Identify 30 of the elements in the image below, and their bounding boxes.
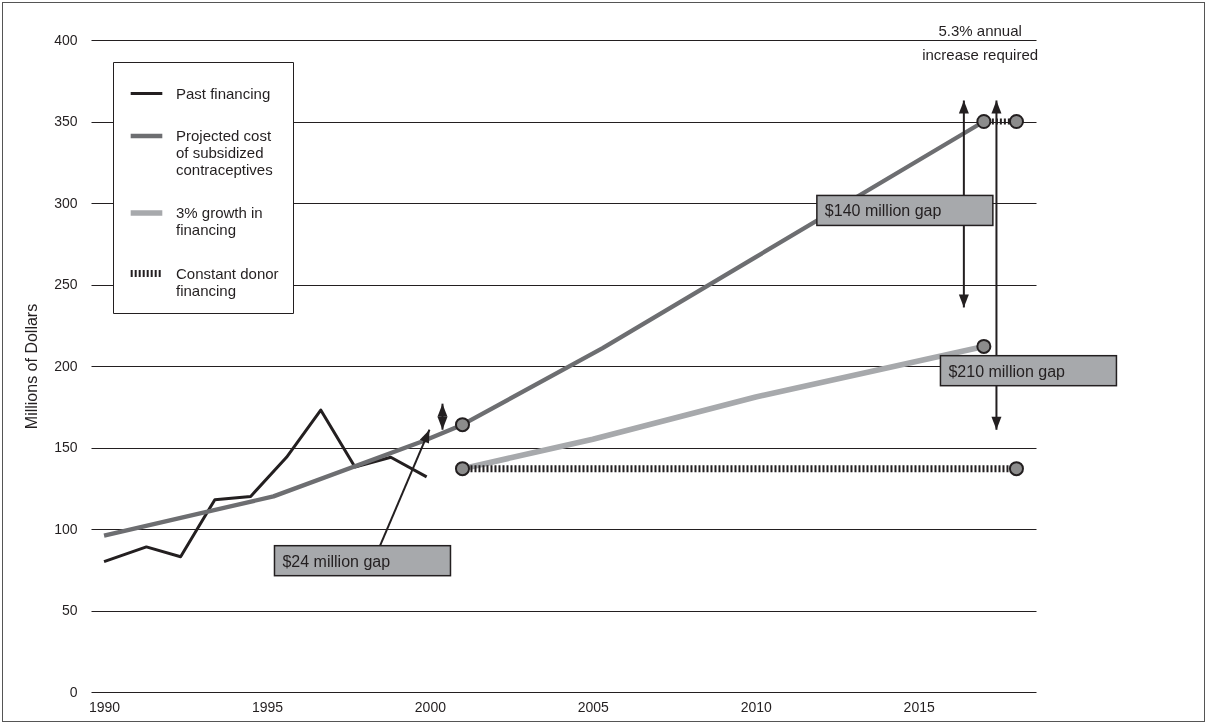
legend-label: 3% growth in financing: [176, 204, 263, 238]
point: [976, 338, 992, 354]
x-tick-label: 2010: [740, 698, 773, 715]
annotation: $140 million gap: [824, 202, 942, 220]
y-tick-label: 150: [54, 439, 78, 455]
point: [976, 113, 992, 130]
point: [454, 461, 470, 477]
point: [1008, 461, 1024, 477]
annotation: $24 million gap: [282, 552, 391, 570]
y-tick-label: 200: [54, 357, 78, 374]
y-tick-label: 300: [54, 194, 78, 211]
annotation: 5.3% annual increase required: [922, 21, 1039, 63]
x-tick-label: 2000: [414, 698, 447, 715]
legend-label: Constant donor financing: [176, 264, 279, 299]
y-tick-label: 250: [54, 276, 78, 292]
legend-label: Projected cost of subsidized contraceptives: [176, 127, 273, 178]
x-tick-label: 1995: [251, 698, 284, 715]
point: [1008, 113, 1024, 130]
legend-label: Past financing: [176, 84, 271, 102]
y-tick-label: 100: [54, 520, 78, 537]
point: [454, 417, 470, 433]
x-tick-label: 2005: [577, 698, 610, 715]
y-tick-label: 350: [54, 113, 78, 129]
y-tick-label: 50: [61, 602, 78, 618]
annotation: $210 million gap: [948, 362, 1066, 380]
x-tick-label: 2015: [903, 698, 935, 715]
x-tick-label: 1990: [88, 698, 121, 715]
y-axis-title: Millions of Dollars: [23, 303, 41, 430]
y-tick-label: 0: [69, 683, 78, 700]
y-tick-label: 400: [54, 31, 78, 48]
